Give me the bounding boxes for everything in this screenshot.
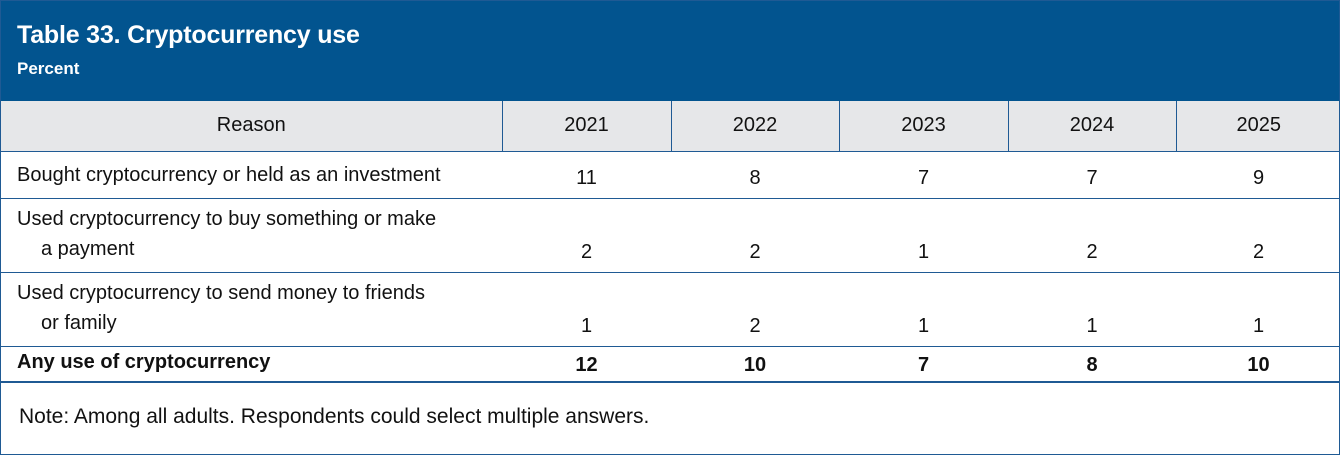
column-header-reason: Reason	[1, 101, 503, 152]
column-header-2024: 2024	[1008, 101, 1177, 152]
row-reason-line1: Bought cryptocurrency or held as an inve…	[17, 163, 441, 186]
column-header-2022: 2022	[671, 101, 840, 152]
cell-2021: 1	[502, 272, 671, 347]
cell-2024: 2	[1008, 198, 1176, 273]
table-row: Used cryptocurrency to buy something or …	[1, 198, 1339, 273]
column-header-2021: 2021	[502, 101, 672, 152]
cell-2022: 2	[671, 272, 839, 347]
row-reason: Used cryptocurrency to buy something or …	[1, 198, 502, 273]
cell-2023: 1	[839, 272, 1008, 347]
column-header-2023: 2023	[839, 101, 1009, 152]
total-row: Any use of cryptocurrency 12 10 7 8 10	[1, 346, 1339, 383]
cell-2025: 10	[1176, 346, 1339, 383]
cell-2022: 2	[671, 198, 839, 273]
cell-2024: 1	[1008, 272, 1176, 347]
table-header-banner: Table 33. Cryptocurrency use Percent	[1, 1, 1339, 101]
cell-2022: 8	[671, 151, 839, 199]
cell-2021: 2	[502, 198, 671, 273]
cell-2025: 2	[1176, 198, 1339, 273]
row-reason-line1: Used cryptocurrency to buy something or …	[17, 207, 437, 230]
row-reason-line2: or family	[41, 311, 117, 334]
cell-2021: 12	[502, 346, 671, 383]
cell-2021: 11	[502, 151, 671, 199]
row-reason-line1: Used cryptocurrency to send money to fri…	[17, 281, 425, 304]
table-title: Table 33. Cryptocurrency use	[17, 21, 360, 49]
row-reason: Any use of cryptocurrency	[1, 346, 502, 383]
row-reason: Used cryptocurrency to send money to fri…	[1, 272, 502, 347]
table-note: Note: Among all adults. Respondents coul…	[19, 404, 650, 428]
cell-2023: 7	[839, 151, 1008, 199]
column-header-2025: 2025	[1176, 101, 1339, 152]
cell-2025: 9	[1176, 151, 1339, 199]
row-reason-line1: Any use of cryptocurrency	[17, 350, 271, 373]
table-row: Bought cryptocurrency or held as an inve…	[1, 151, 1339, 199]
cell-2024: 7	[1008, 151, 1176, 199]
cell-2023: 1	[839, 198, 1008, 273]
column-header-row: Reason 2021 2022 2023 2024 2025	[1, 101, 1339, 152]
table-row: Used cryptocurrency to send money to fri…	[1, 272, 1339, 347]
data-table: Reason 2021 2022 2023 2024 2025 Bought c…	[1, 101, 1339, 383]
table-subtitle: Percent	[17, 59, 80, 78]
cell-2023: 7	[839, 346, 1008, 383]
row-reason: Bought cryptocurrency or held as an inve…	[1, 151, 502, 199]
cell-2024: 8	[1008, 346, 1176, 383]
cell-2022: 10	[671, 346, 839, 383]
row-reason-line2: a payment	[41, 237, 135, 260]
cell-2025: 1	[1176, 272, 1339, 347]
